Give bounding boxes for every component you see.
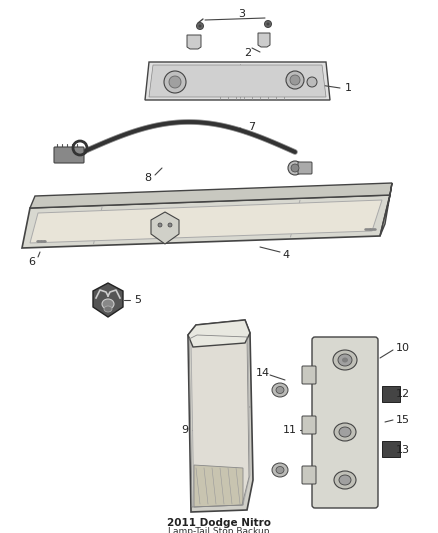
Polygon shape (151, 212, 179, 244)
Text: 9: 9 (181, 425, 189, 435)
Polygon shape (188, 320, 253, 512)
Polygon shape (30, 183, 392, 208)
Ellipse shape (290, 75, 300, 85)
FancyBboxPatch shape (382, 386, 400, 402)
Ellipse shape (102, 299, 114, 309)
FancyBboxPatch shape (382, 441, 400, 457)
Ellipse shape (288, 161, 302, 175)
Ellipse shape (291, 164, 299, 172)
Text: 13: 13 (396, 445, 410, 455)
Ellipse shape (334, 471, 356, 489)
Text: 5: 5 (134, 295, 141, 305)
Ellipse shape (198, 25, 201, 28)
Ellipse shape (164, 71, 186, 93)
Polygon shape (194, 465, 243, 507)
Text: 3: 3 (239, 9, 246, 19)
Polygon shape (145, 62, 330, 100)
Ellipse shape (272, 463, 288, 477)
FancyBboxPatch shape (302, 416, 316, 434)
Ellipse shape (272, 383, 288, 397)
FancyBboxPatch shape (312, 337, 378, 508)
FancyBboxPatch shape (54, 147, 84, 163)
Ellipse shape (276, 466, 284, 473)
Text: Lamp-Tail Stop Backup: Lamp-Tail Stop Backup (168, 527, 270, 533)
Text: 4: 4 (283, 250, 290, 260)
Text: 6: 6 (28, 257, 35, 267)
Text: 2011 Dodge Nitro: 2011 Dodge Nitro (167, 518, 271, 528)
Polygon shape (191, 335, 250, 507)
Polygon shape (380, 183, 392, 236)
Ellipse shape (307, 77, 317, 87)
Ellipse shape (266, 22, 269, 26)
Polygon shape (149, 65, 326, 97)
Polygon shape (30, 200, 382, 243)
Text: 11: 11 (283, 425, 297, 435)
FancyBboxPatch shape (298, 162, 312, 174)
Text: 14: 14 (256, 368, 270, 378)
Ellipse shape (158, 223, 162, 227)
Polygon shape (188, 320, 250, 347)
Polygon shape (22, 195, 390, 248)
Ellipse shape (197, 22, 204, 29)
Polygon shape (187, 35, 201, 49)
Text: 8: 8 (145, 173, 152, 183)
Ellipse shape (169, 76, 181, 88)
Polygon shape (93, 283, 123, 317)
FancyBboxPatch shape (302, 466, 316, 484)
Ellipse shape (342, 358, 348, 362)
Text: 7: 7 (248, 122, 255, 132)
Text: 2: 2 (244, 48, 251, 58)
Ellipse shape (339, 475, 351, 485)
Ellipse shape (265, 20, 272, 28)
Text: 10: 10 (396, 343, 410, 353)
FancyBboxPatch shape (302, 366, 316, 384)
Polygon shape (258, 33, 270, 47)
Ellipse shape (334, 423, 356, 441)
Text: 15: 15 (396, 415, 410, 425)
Ellipse shape (339, 427, 351, 437)
Text: 12: 12 (396, 389, 410, 399)
Ellipse shape (338, 354, 352, 366)
Ellipse shape (104, 306, 112, 312)
Ellipse shape (276, 386, 284, 393)
Text: 1: 1 (345, 83, 352, 93)
Ellipse shape (333, 350, 357, 370)
Ellipse shape (168, 223, 172, 227)
Ellipse shape (286, 71, 304, 89)
